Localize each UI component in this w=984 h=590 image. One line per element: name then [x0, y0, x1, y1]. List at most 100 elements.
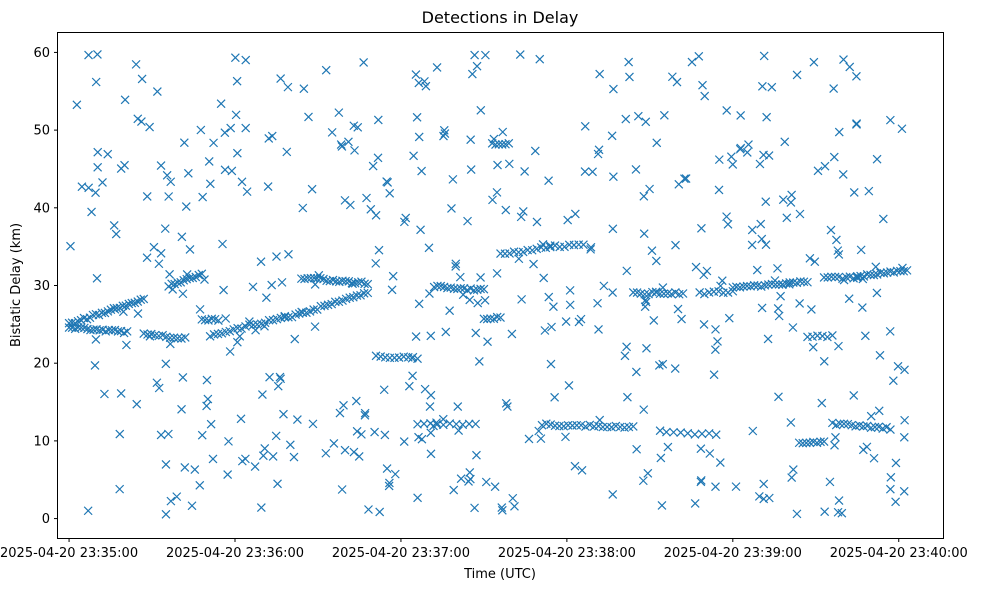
data-point	[368, 161, 378, 171]
data-point	[492, 187, 502, 197]
data-point	[774, 311, 784, 321]
data-point	[819, 356, 829, 366]
data-point	[420, 384, 430, 394]
data-point-track-16	[628, 287, 638, 297]
data-point	[490, 482, 500, 492]
data-point	[448, 174, 458, 184]
data-point	[190, 465, 200, 474]
data-point-track-13	[560, 242, 569, 252]
data-point-track-1	[139, 294, 149, 304]
data-point-track-3	[180, 332, 190, 342]
data-point-track-22	[794, 438, 804, 448]
data-point	[156, 248, 166, 258]
data-point	[808, 342, 818, 352]
data-point	[536, 434, 546, 444]
data-point	[641, 117, 651, 127]
data-point	[595, 69, 605, 79]
data-point-track-11	[492, 312, 502, 322]
data-point	[647, 246, 657, 256]
data-point	[501, 398, 511, 408]
data-point	[232, 337, 242, 347]
data-point	[242, 187, 252, 197]
data-point-track-1	[127, 298, 137, 308]
data-point	[277, 277, 287, 287]
data-point	[586, 242, 596, 252]
data-point	[852, 119, 861, 129]
data-point-track-18	[760, 280, 770, 290]
data-point-track-5	[209, 329, 219, 339]
data-point	[321, 65, 331, 75]
data-point	[224, 436, 233, 446]
data-point	[156, 430, 166, 440]
data-point	[156, 161, 166, 170]
data-point	[237, 177, 247, 187]
x-tick-label: 2025-04-20 23:37:00	[332, 546, 470, 561]
data-point	[492, 268, 502, 278]
data-point	[308, 419, 318, 429]
data-point	[652, 138, 662, 148]
data-point	[379, 385, 389, 395]
data-point	[694, 51, 704, 61]
data-point	[755, 159, 765, 169]
data-point	[770, 276, 780, 285]
data-point	[564, 381, 574, 390]
data-point	[539, 273, 549, 283]
data-point	[885, 326, 895, 336]
data-point	[202, 401, 212, 411]
data-point	[161, 509, 171, 519]
data-point	[696, 223, 706, 233]
data-point	[404, 381, 414, 391]
data-point-track-18	[731, 282, 741, 292]
data-point-track-16	[678, 289, 688, 298]
data-point	[283, 82, 293, 92]
data-point	[834, 250, 844, 259]
data-point	[223, 470, 233, 480]
data-point	[258, 451, 268, 461]
x-axis-label: Time (UTC)	[463, 567, 536, 582]
data-point	[671, 240, 680, 250]
data-point	[687, 57, 697, 67]
data-point	[481, 477, 491, 487]
data-point	[414, 299, 424, 309]
data-point	[747, 225, 757, 235]
data-point-track-3	[154, 331, 164, 341]
data-point-track-7	[359, 288, 369, 298]
data-point	[439, 131, 448, 141]
data-point	[161, 460, 171, 469]
data-point-track-23	[822, 332, 832, 342]
data-point	[663, 442, 673, 452]
data-point	[849, 391, 859, 400]
data-point	[118, 307, 128, 317]
data-point	[371, 210, 381, 220]
data-point-track-7	[283, 312, 293, 322]
data-point	[641, 295, 651, 305]
data-point	[608, 84, 618, 94]
data-point	[425, 289, 434, 298]
data-point	[820, 161, 830, 171]
data-point	[120, 95, 130, 105]
data-point	[351, 396, 361, 406]
data-point	[438, 414, 448, 424]
data-point-track-5	[264, 315, 274, 325]
data-point	[698, 80, 707, 90]
data-point	[754, 491, 764, 501]
data-point-track-21	[882, 422, 892, 432]
x-tick-label: 2025-04-20 23:40:00	[830, 546, 968, 561]
data-point	[432, 63, 442, 72]
data-point	[806, 304, 816, 314]
data-point	[860, 331, 870, 341]
data-point	[625, 72, 634, 82]
data-point	[168, 285, 178, 294]
data-point	[677, 314, 686, 324]
data-point	[777, 280, 787, 290]
data-point-track-18	[763, 280, 773, 290]
data-point	[195, 480, 205, 490]
data-point-track-17	[695, 288, 705, 297]
data-point-track-17	[728, 286, 738, 296]
data-point	[788, 323, 798, 332]
data-point	[757, 234, 767, 244]
data-point-track-7	[363, 288, 373, 298]
y-tick-label: 40	[33, 201, 50, 216]
data-point	[149, 242, 159, 252]
plot-frame	[57, 32, 944, 539]
